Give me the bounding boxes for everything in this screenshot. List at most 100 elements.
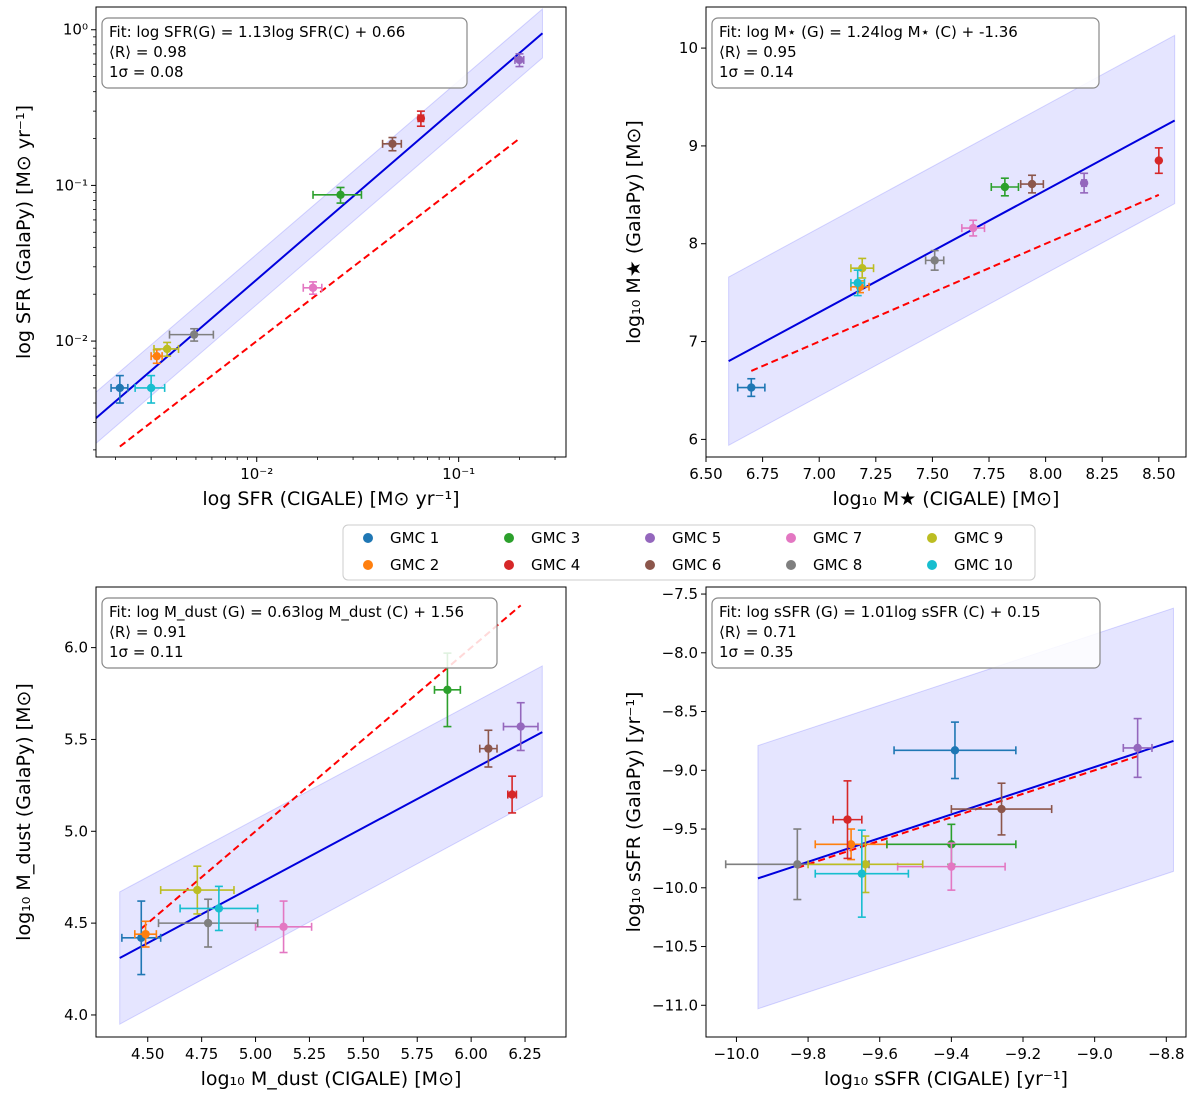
y-axis-label: log₁₀ M_dust (GalaPy) [M⊙] <box>13 683 35 941</box>
y-tick-label: −11.0 <box>652 996 698 1014</box>
panel-mdust: 4.50 4.75 5.00 5.25 5.50 5.75 6.00 6.25 4.0 4.5 5.… <box>13 586 567 1090</box>
data-point-gmc-3 <box>312 186 363 204</box>
x-tick-label: 7.00 <box>803 465 836 483</box>
y-tick-label: 4.5 <box>64 914 88 932</box>
x-tick-label: 10⁻² <box>240 465 273 483</box>
data-point-gmc-1 <box>893 721 1017 780</box>
marker <box>747 383 756 392</box>
x-tick-label: −9.2 <box>1005 1045 1041 1063</box>
marker <box>484 744 493 753</box>
data-point-gmc-5 <box>1079 172 1089 194</box>
data-point-gmc-5 <box>502 701 539 752</box>
data-point-gmc-5 <box>514 53 525 68</box>
x-tick-label: 5.50 <box>347 1045 380 1063</box>
data-point-gmc-7 <box>302 281 323 296</box>
fit-scatter: 1σ = 0.14 <box>719 63 794 81</box>
x-tick-label: 5.75 <box>401 1045 434 1063</box>
fit-stats-box <box>711 597 1101 669</box>
marker <box>1154 156 1164 165</box>
y-tick-label: −8.0 <box>662 644 698 662</box>
fit-equation: Fit: log M_dust (G) = 0.63log M_dust (C)… <box>109 603 464 622</box>
fit-equation: Fit: log sSFR (G) = 1.01log sSFR (C) + 0… <box>719 603 1041 621</box>
fit-equation: Fit: log SFR(G) = 1.13log SFR(C) + 0.66 <box>109 23 405 41</box>
x-tick-label: 6.25 <box>508 1045 541 1063</box>
x-tick-label: 6.00 <box>454 1045 487 1063</box>
fit-scatter: 1σ = 0.11 <box>109 643 184 661</box>
legend-label: GMC 2 <box>390 556 439 574</box>
legend-item-gmc-9: GMC 9 <box>927 529 1003 547</box>
x-tick-label: 7.75 <box>972 465 1005 483</box>
legend-label: GMC 3 <box>531 529 580 547</box>
marker <box>1027 179 1037 189</box>
legend: GMC 1 GMC 2 GMC 3 GMC 4 GMC 5 GMC 6 GMC 7 GMC 8… <box>342 524 1036 581</box>
fit-stats-box <box>101 17 468 89</box>
panel-sfr: 10⁻² 10⁻¹ 10⁻² 10⁻¹ 10⁰ Fit: log SFR(G) = 1.… <box>13 6 567 510</box>
marker <box>515 55 524 65</box>
data-point-gmc-9 <box>807 835 924 894</box>
marker <box>950 746 960 755</box>
legend-marker <box>504 560 514 570</box>
fit-correlation: ⟨R⟩ = 0.91 <box>109 623 187 641</box>
marker <box>141 929 150 939</box>
legend-label: GMC 5 <box>672 529 721 547</box>
marker <box>443 685 452 695</box>
y-tick-label: 6.0 <box>64 639 88 657</box>
marker <box>858 263 867 273</box>
fit-line <box>95 32 544 419</box>
panel-mstar: 6.50 6.75 7.00 7.25 7.50 7.75 8.00 8.25 8.50 6 7 8 9… <box>623 6 1187 510</box>
fit-line <box>728 119 1176 363</box>
y-tick-label: 5.5 <box>64 730 88 748</box>
legend-item-gmc-4: GMC 4 <box>504 556 580 574</box>
marker <box>507 790 517 799</box>
data-point-gmc-2 <box>134 920 158 948</box>
legend-label: GMC 8 <box>813 556 862 574</box>
data-point-gmc-8 <box>168 327 215 342</box>
x-tick-label: 5.00 <box>239 1045 272 1063</box>
data-point-gmc-4 <box>416 110 426 128</box>
data-point-gmc-2 <box>814 828 888 861</box>
legend-label: GMC 9 <box>954 529 1003 547</box>
fit-correlation: ⟨R⟩ = 0.98 <box>109 43 187 61</box>
data-point-gmc-10 <box>134 374 166 404</box>
axes-frame <box>95 586 567 1038</box>
data-point-gmc-10 <box>850 269 866 297</box>
y-tick-label: −7.5 <box>662 585 698 603</box>
fit-correlation: ⟨R⟩ = 0.95 <box>719 43 797 61</box>
marker <box>115 383 125 393</box>
y-tick-label: 10⁻² <box>55 332 88 350</box>
legend-marker <box>645 560 655 570</box>
marker <box>1000 182 1010 192</box>
marker <box>516 722 525 731</box>
marker <box>930 256 939 265</box>
x-tick-label: 5.25 <box>293 1045 326 1063</box>
panel-ssfr: −10.0 −9.8 −9.6 −9.4 −9.2 −9.0 −8.8 −11.0 −10.5 −… <box>623 585 1187 1090</box>
one-to-one-line <box>797 755 1138 869</box>
marker <box>843 815 852 824</box>
legend-marker <box>363 560 373 570</box>
x-axis-label: log₁₀ M_dust (CIGALE) [M⊙] <box>201 1068 462 1090</box>
one-to-one-line <box>119 137 521 448</box>
x-tick-label: −8.8 <box>1148 1045 1184 1063</box>
marker <box>861 860 870 869</box>
legend-item-gmc-10: GMC 10 <box>927 556 1013 574</box>
fit-equation: Fit: log M⋆ (G) = 1.24log M⋆ (C) + -1.36 <box>719 23 1018 41</box>
marker <box>857 869 867 878</box>
data-point-gmc-7 <box>961 219 986 237</box>
data-point-gmc-4 <box>506 775 518 814</box>
y-tick-label: −10.5 <box>652 938 698 956</box>
legend-marker <box>786 560 796 570</box>
legend-marker <box>927 560 937 570</box>
y-axis-label: log₁₀ M★ (GalaPy) [M⊙] <box>623 120 645 344</box>
marker <box>968 223 978 233</box>
marker <box>793 860 802 869</box>
legend-item-gmc-3: GMC 3 <box>504 529 580 547</box>
legend-marker <box>927 533 937 543</box>
fit-correlation: ⟨R⟩ = 0.71 <box>719 623 797 641</box>
x-tick-label: −9.6 <box>862 1045 898 1063</box>
y-tick-label: 4.0 <box>64 1006 88 1024</box>
data-point-gmc-3 <box>990 177 1020 197</box>
marker <box>162 344 172 354</box>
marker <box>1079 178 1089 188</box>
legend-marker <box>645 533 655 543</box>
